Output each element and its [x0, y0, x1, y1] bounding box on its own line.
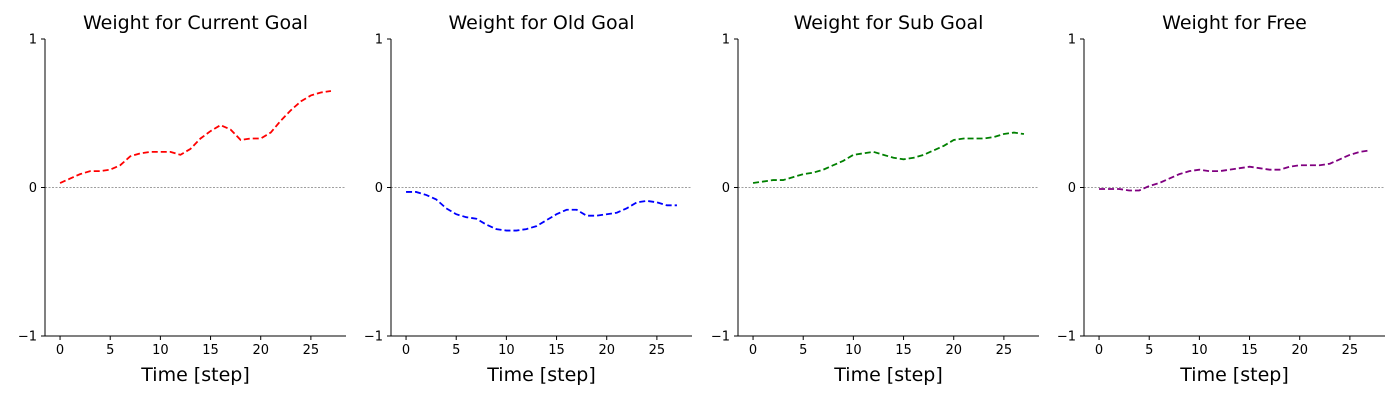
- y-tick-label: 0: [722, 181, 730, 196]
- x-tick-label: 25: [303, 343, 320, 358]
- x-tick-label: 5: [799, 343, 807, 358]
- chart-title: Weight for Old Goal: [448, 12, 634, 34]
- x-tick-label: 10: [152, 343, 169, 358]
- chart-title: Weight for Free: [1162, 12, 1307, 34]
- x-tick-label: 20: [598, 343, 615, 358]
- x-tick-label: 10: [1191, 343, 1208, 358]
- series-line: [752, 131, 1025, 184]
- y-tick-label: 1: [375, 33, 383, 48]
- x-tick-label: 25: [649, 343, 666, 358]
- x-tick-label: 0: [749, 343, 757, 358]
- x-tick-label: 5: [1145, 343, 1153, 358]
- y-tick-label: 1: [29, 33, 37, 48]
- chart-title: Weight for Sub Goal: [794, 12, 984, 34]
- x-tick-label: 15: [895, 343, 912, 358]
- series-line: [406, 191, 677, 232]
- y-tick-label: 1: [722, 33, 730, 48]
- x-tick-label: 10: [498, 343, 515, 358]
- x-axis-label: Time [step]: [486, 364, 595, 386]
- series-line: [59, 90, 332, 184]
- x-axis-label: Time [step]: [140, 364, 249, 386]
- series-line: [1099, 149, 1371, 192]
- x-tick-label: 0: [1095, 343, 1103, 358]
- y-tick-label: 0: [375, 181, 383, 196]
- x-tick-label: 15: [202, 343, 219, 358]
- y-tick-label: 1: [1068, 33, 1076, 48]
- y-tick-label: 0: [1068, 181, 1076, 196]
- x-tick-label: 0: [402, 343, 410, 358]
- x-tick-label: 10: [845, 343, 862, 358]
- chart-title: Weight for Current Goal: [83, 12, 308, 34]
- x-tick-label: 15: [548, 343, 565, 358]
- x-tick-label: 0: [56, 343, 64, 358]
- chart-panel-1: 0 5 10 15 20 25 −1 0 1 Weight for Current Goal Tim…: [18, 12, 346, 386]
- x-tick-label: 15: [1241, 343, 1258, 358]
- chart-panel-3: 0 5 10 15 20 25 −1 0 1 Weight for Sub Goal Time [s…: [711, 12, 1039, 386]
- x-tick-label: 25: [1342, 343, 1359, 358]
- x-tick-label: 25: [996, 343, 1013, 358]
- x-tick-label: 20: [1291, 343, 1308, 358]
- x-tick-label: 20: [252, 343, 269, 358]
- y-tick-label: −1: [711, 330, 730, 345]
- x-tick-label: 20: [945, 343, 962, 358]
- x-tick-label: 5: [106, 343, 114, 358]
- chart-panel-4: 0 5 10 15 20 25 −1 0 1 Weight for Free Time [step]: [1057, 12, 1385, 386]
- x-axis-label: Time [step]: [1179, 364, 1288, 386]
- x-tick-label: 5: [452, 343, 460, 358]
- y-tick-label: −1: [18, 330, 37, 345]
- y-tick-label: 0: [29, 181, 37, 196]
- chart-panel-2: 0 5 10 15 20 25 −1 0 1 Weight for Old Goal Time [s…: [364, 12, 692, 386]
- x-axis-label: Time [step]: [833, 364, 942, 386]
- y-tick-label: −1: [1057, 330, 1076, 345]
- y-tick-label: −1: [364, 330, 383, 345]
